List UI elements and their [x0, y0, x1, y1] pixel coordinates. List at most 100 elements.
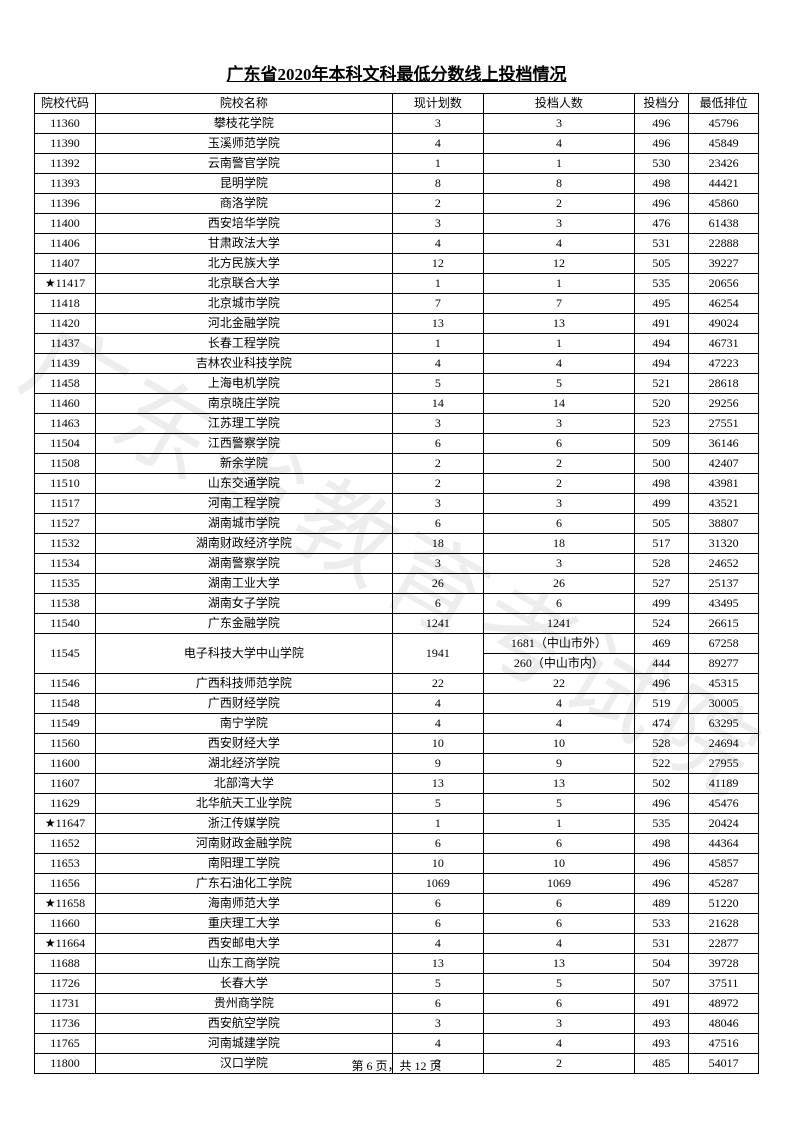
cell-code: 11560 [35, 734, 96, 754]
cell-num: 13 [484, 774, 634, 794]
cell-score: 509 [634, 434, 689, 454]
cell-score: 491 [634, 994, 689, 1014]
cell-plan: 1241 [392, 614, 484, 634]
table-row: 11393昆明学院8849844421 [35, 174, 759, 194]
cell-code: 11393 [35, 174, 96, 194]
cell-rank: 31320 [689, 534, 759, 554]
cell-score: 498 [634, 474, 689, 494]
table-row: 11390玉溪师范学院4449645849 [35, 134, 759, 154]
cell-code: 11510 [35, 474, 96, 494]
cell-code: 11420 [35, 314, 96, 334]
cell-score: 494 [634, 354, 689, 374]
cell-plan: 4 [392, 234, 484, 254]
cell-num: 1 [484, 274, 634, 294]
cell-score: 496 [634, 674, 689, 694]
cell-score: 469 [634, 634, 689, 654]
cell-plan: 3 [392, 414, 484, 434]
cell-code: 11656 [35, 874, 96, 894]
cell-plan: 3 [392, 214, 484, 234]
cell-plan: 4 [392, 354, 484, 374]
cell-score: 500 [634, 454, 689, 474]
cell-code: 11660 [35, 914, 96, 934]
cell-rank: 24694 [689, 734, 759, 754]
cell-name: 海南师范大学 [96, 894, 393, 914]
cell-plan: 3 [392, 1014, 484, 1034]
cell-code: 11538 [35, 594, 96, 614]
cell-plan: 5 [392, 374, 484, 394]
cell-code: 11653 [35, 854, 96, 874]
cell-code: 11534 [35, 554, 96, 574]
page-title: 广东省2020年本科文科最低分数线上投档情况 [34, 60, 759, 85]
cell-rank: 23426 [689, 154, 759, 174]
cell-rank: 27955 [689, 754, 759, 774]
cell-score: 504 [634, 954, 689, 974]
cell-score: 496 [634, 854, 689, 874]
cell-plan: 3 [392, 494, 484, 514]
cell-rank: 45315 [689, 674, 759, 694]
cell-num: 4 [484, 354, 634, 374]
cell-name: 湖南工业大学 [96, 574, 393, 594]
cell-num: 2 [484, 474, 634, 494]
cell-rank: 51220 [689, 894, 759, 914]
table-row: 11437长春工程学院1149446731 [35, 334, 759, 354]
cell-code: 11458 [35, 374, 96, 394]
cell-score: 519 [634, 694, 689, 714]
cell-name: 贵州商学院 [96, 994, 393, 1014]
cell-name: 云南警官学院 [96, 154, 393, 174]
cell-score: 505 [634, 254, 689, 274]
cell-name: 江西警察学院 [96, 434, 393, 454]
cell-rank: 41189 [689, 774, 759, 794]
cell-num: 1069 [484, 874, 634, 894]
table-row: 11548广西财经学院4451930005 [35, 694, 759, 714]
cell-code: 11629 [35, 794, 96, 814]
cell-num: 6 [484, 594, 634, 614]
cell-score: 499 [634, 494, 689, 514]
cell-num: 4 [484, 694, 634, 714]
cell-name: 西安财经大学 [96, 734, 393, 754]
cell-score: 489 [634, 894, 689, 914]
cell-num: 6 [484, 994, 634, 1014]
cell-code: 11392 [35, 154, 96, 174]
cell-code: 11527 [35, 514, 96, 534]
cell-code: 11463 [35, 414, 96, 434]
table-row: ★11658海南师范大学6648951220 [35, 894, 759, 914]
cell-score: 496 [634, 794, 689, 814]
cell-plan: 26 [392, 574, 484, 594]
table-row: 11546广西科技师范学院222249645315 [35, 674, 759, 694]
cell-rank: 22877 [689, 934, 759, 954]
table-row: 11517河南工程学院3349943521 [35, 494, 759, 514]
cell-code: 11765 [35, 1034, 96, 1054]
cell-name: 新余学院 [96, 454, 393, 474]
cell-rank: 45860 [689, 194, 759, 214]
cell-code: 11390 [35, 134, 96, 154]
cell-plan: 2 [392, 194, 484, 214]
table-row: 11736西安航空学院3349348046 [35, 1014, 759, 1034]
cell-score: 517 [634, 534, 689, 554]
cell-num: 6 [484, 894, 634, 914]
cell-plan: 6 [392, 894, 484, 914]
cell-num: 22 [484, 674, 634, 694]
cell-num: 12 [484, 254, 634, 274]
table-row: ★11417北京联合大学1153520656 [35, 274, 759, 294]
th-rank: 最低排位 [689, 94, 759, 114]
cell-num: 14 [484, 394, 634, 414]
cell-code: 11504 [35, 434, 96, 454]
table-row: 11508新余学院2250042407 [35, 454, 759, 474]
cell-num: 5 [484, 374, 634, 394]
table-row: 11652河南财政金融学院6649844364 [35, 834, 759, 854]
cell-rank: 44364 [689, 834, 759, 854]
cell-code: 11540 [35, 614, 96, 634]
cell-code: ★11417 [35, 274, 96, 294]
th-plan: 现计划数 [392, 94, 484, 114]
cell-score: 531 [634, 234, 689, 254]
cell-rank: 20424 [689, 814, 759, 834]
cell-plan: 4 [392, 1034, 484, 1054]
cell-code: 11546 [35, 674, 96, 694]
cell-code: ★11664 [35, 934, 96, 954]
cell-rank: 49024 [689, 314, 759, 334]
cell-code: 11532 [35, 534, 96, 554]
cell-rank: 43981 [689, 474, 759, 494]
cell-code: 11535 [35, 574, 96, 594]
cell-num: 4 [484, 934, 634, 954]
cell-score: 502 [634, 774, 689, 794]
